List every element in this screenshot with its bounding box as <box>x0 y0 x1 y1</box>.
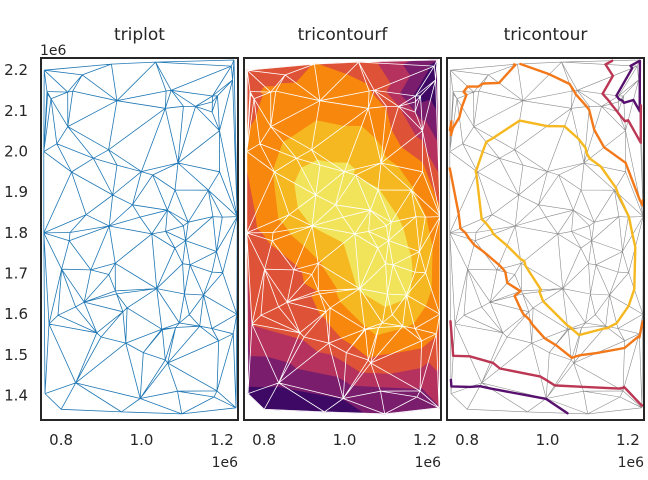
mesh-edges <box>43 59 238 415</box>
x-tick-labels: 0.8 1.0 1.2 <box>252 431 437 449</box>
panel-title: tricontour <box>504 25 588 45</box>
panel-title: tricontourf <box>298 25 389 45</box>
mesh-edges <box>449 59 644 415</box>
x-tick-label: 1.0 <box>130 431 154 449</box>
x-offset-label: 1e6 <box>618 455 645 471</box>
y-tick-label: 1.7 <box>4 265 28 283</box>
y-tick-label: 1.6 <box>4 305 28 323</box>
panel-triplot: triplot 1.4 1.5 1.6 1.7 1.8 1.9 2.0 2.1 2.2 0.8 1… <box>4 25 239 471</box>
x-tick-label: 0.8 <box>455 431 479 449</box>
axes-frame <box>40 57 239 421</box>
x-tick-label: 1.2 <box>616 431 640 449</box>
y-tick-label: 1.8 <box>4 224 28 242</box>
x-tick-label: 1.0 <box>333 431 357 449</box>
contour-lines <box>448 59 644 415</box>
y-tick-label: 1.9 <box>4 183 28 201</box>
x-offset-label: 1e6 <box>415 455 442 471</box>
triangulation-mesh <box>43 59 238 415</box>
mesh-edges <box>246 59 441 415</box>
x-offset-label: 1e6 <box>212 455 239 471</box>
panel-title: triplot <box>114 25 165 45</box>
contour-line <box>474 119 637 337</box>
axes-frame <box>243 57 442 421</box>
y-tick-label: 2.0 <box>4 143 28 161</box>
triangulation-mesh <box>449 59 644 415</box>
panel-tricontour: tricontour 0.8 1.0 1.2 1e6 <box>446 25 645 471</box>
x-tick-label: 1.2 <box>210 431 234 449</box>
x-tick-label: 1.2 <box>413 431 437 449</box>
x-tick-labels: 0.8 1.0 1.2 <box>49 431 234 449</box>
x-tick-label: 1.0 <box>536 431 560 449</box>
contour-line <box>449 59 642 415</box>
y-offset-label: 1e6 <box>40 43 67 59</box>
y-tick-label: 1.5 <box>4 346 28 364</box>
panel-tricontourf: tricontourf 0.8 1.0 1.2 1e6 <box>243 25 442 471</box>
y-tick-label: 2.2 <box>4 61 28 79</box>
x-tick-label: 0.8 <box>49 431 73 449</box>
y-tick-label: 2.1 <box>4 102 28 120</box>
contour-line <box>448 62 644 360</box>
triangulation-mesh <box>246 59 441 415</box>
y-tick-labels: 1.4 1.5 1.6 1.7 1.8 1.9 2.0 2.1 2.2 <box>4 61 28 404</box>
contour-line <box>449 59 644 407</box>
x-tick-label: 0.8 <box>252 431 276 449</box>
x-tick-labels: 0.8 1.0 1.2 <box>455 431 640 449</box>
filled-contours <box>246 59 441 415</box>
y-tick-label: 1.4 <box>4 387 28 405</box>
axes-frame <box>446 57 645 421</box>
